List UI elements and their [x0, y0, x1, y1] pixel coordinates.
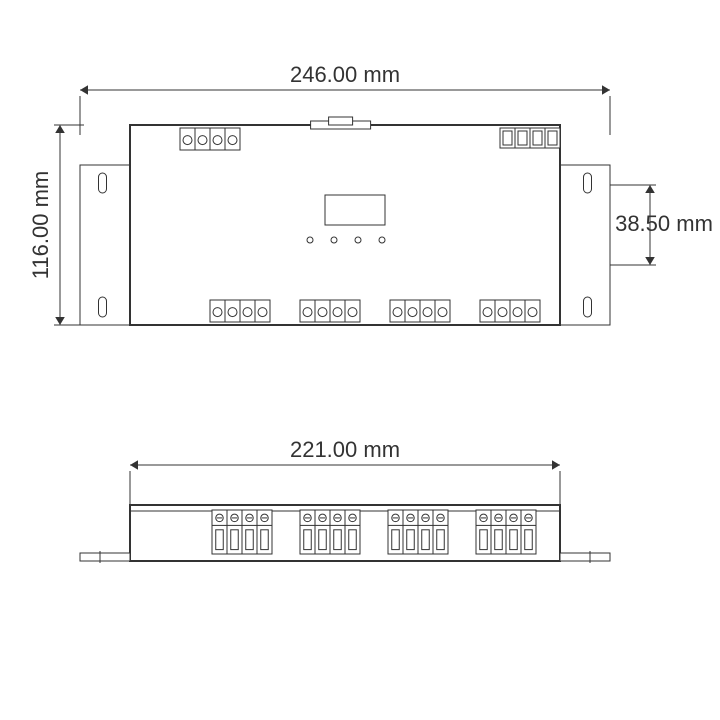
mounting-bracket	[80, 165, 130, 325]
terminal-block	[500, 128, 560, 148]
dim-depth-38: 38.50 mm	[615, 211, 713, 236]
dim-height-116: 116.00 mm	[28, 171, 53, 279]
terminal-block	[210, 300, 270, 322]
terminal-block	[300, 300, 360, 322]
dim-width-246: 246.00 mm	[290, 62, 400, 87]
dim-width-221: 221.00 mm	[290, 437, 400, 462]
terminal-block	[390, 300, 450, 322]
mounting-bracket-front	[80, 551, 130, 563]
mounting-bracket	[560, 165, 610, 325]
mounting-bracket-front	[560, 551, 610, 563]
terminal-front	[212, 510, 272, 554]
terminal-front	[476, 510, 536, 554]
terminal-block	[180, 128, 240, 150]
terminal-front	[388, 510, 448, 554]
terminal-front	[300, 510, 360, 554]
terminal-block	[480, 300, 540, 322]
